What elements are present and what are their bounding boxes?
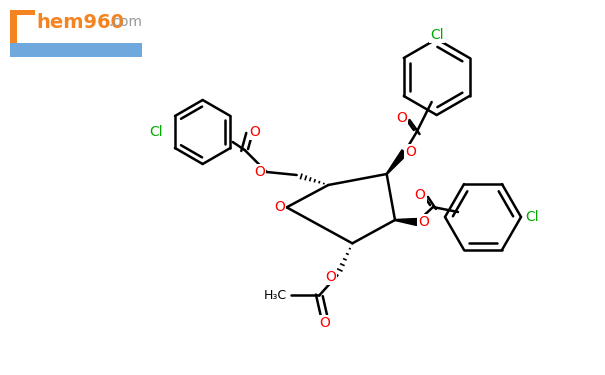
Text: O: O xyxy=(274,200,285,214)
Text: hem960: hem960 xyxy=(36,12,124,32)
Text: .com: .com xyxy=(108,15,142,29)
Text: O: O xyxy=(419,215,430,229)
Text: O: O xyxy=(325,270,336,284)
FancyBboxPatch shape xyxy=(10,43,142,57)
Polygon shape xyxy=(386,150,407,174)
Text: Cl: Cl xyxy=(430,28,443,42)
Text: O: O xyxy=(396,111,407,125)
Text: O: O xyxy=(254,165,265,179)
Text: O: O xyxy=(414,188,425,202)
Text: O: O xyxy=(249,125,260,139)
Text: Cl: Cl xyxy=(525,210,538,224)
Text: Cl: Cl xyxy=(149,125,163,139)
Text: O: O xyxy=(405,145,416,159)
Text: H₃C: H₃C xyxy=(264,289,287,302)
Text: O: O xyxy=(319,316,330,330)
Text: 960 化工网: 960 化工网 xyxy=(54,59,99,69)
PathPatch shape xyxy=(10,10,35,47)
Polygon shape xyxy=(395,219,417,225)
